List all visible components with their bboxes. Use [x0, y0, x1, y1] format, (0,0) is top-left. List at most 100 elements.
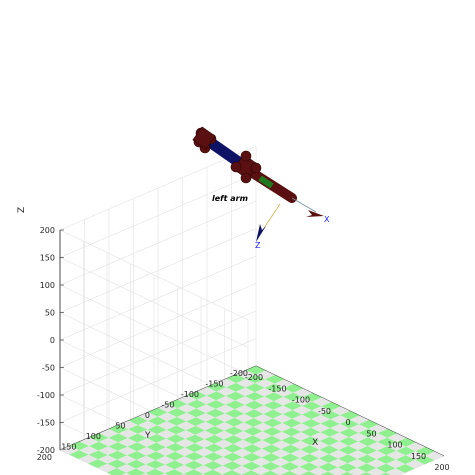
- floor-tile: [197, 387, 217, 396]
- floor-tile: [274, 388, 294, 397]
- floor-tile: [253, 414, 273, 423]
- floor-tile: [185, 434, 205, 444]
- floor-tile: [175, 438, 195, 448]
- floor-tile: [261, 444, 281, 454]
- z-tick-label: -100: [37, 391, 55, 400]
- floor-tile: [147, 416, 167, 426]
- floor-tile: [234, 413, 254, 423]
- floor-tile: [206, 400, 226, 409]
- x-axis-label: X: [312, 438, 318, 448]
- floor-tile: [214, 430, 234, 440]
- gripper: [258, 175, 274, 189]
- floor-tile: [203, 461, 223, 470]
- floor-tile: [109, 424, 129, 434]
- floor-tile: [252, 431, 272, 441]
- floor-tile: [184, 460, 204, 470]
- frame-z-label: Z: [255, 241, 261, 250]
- floor-tile: [262, 435, 282, 445]
- floor-tile: [281, 444, 301, 454]
- floor-tile: [272, 423, 292, 432]
- frame-x-arrow: [306, 210, 324, 217]
- floor-tile: [118, 429, 138, 438]
- floor-tile: [300, 445, 320, 454]
- floor-tile: [245, 392, 265, 401]
- floor-tile: [348, 441, 368, 451]
- floor-tile: [312, 397, 332, 407]
- floor-tile: [347, 459, 367, 468]
- floor-tile: [280, 462, 300, 471]
- floor-tile: [127, 451, 147, 460]
- floor-tile: [245, 374, 265, 384]
- floor-tile: [357, 454, 377, 464]
- floor-tile: [136, 455, 156, 465]
- floor-tile: [157, 412, 177, 422]
- floor-tile: [283, 384, 303, 393]
- floor-tile: [166, 425, 186, 435]
- floor-tile: [216, 387, 236, 396]
- floor-tile: [337, 463, 357, 472]
- joint-disc: [250, 162, 262, 174]
- floor-tile: [386, 459, 406, 469]
- floor-tile: [165, 451, 185, 461]
- floor-tile: [293, 388, 313, 398]
- floor-tile: [145, 460, 165, 469]
- floor-tile: [225, 409, 245, 418]
- floor-tile: [235, 387, 255, 397]
- floor-tile: [176, 412, 196, 422]
- floor-tile: [290, 449, 310, 459]
- floor-tile: [236, 378, 256, 388]
- floor-tile: [396, 446, 416, 456]
- floor-tile: [377, 437, 397, 447]
- floor-tile: [347, 467, 367, 475]
- z-axis-label: Z: [17, 207, 27, 213]
- floor-tile: [245, 383, 265, 393]
- floor-tile: [311, 406, 331, 415]
- y-tick-label: 0: [145, 411, 150, 420]
- x-tick-label: 100: [387, 441, 402, 450]
- x-tick-label: -50: [318, 407, 331, 416]
- floor-tile: [117, 446, 137, 456]
- floor-tile: [118, 420, 138, 430]
- floor-tile: [165, 443, 185, 452]
- floor-tile: [338, 454, 358, 464]
- floor-tile: [405, 451, 425, 460]
- floor-tile: [223, 444, 243, 453]
- floor-tile: [157, 421, 177, 430]
- floor-tile: [116, 464, 136, 473]
- floor-tile: [339, 471, 354, 475]
- floor-tile: [386, 442, 406, 451]
- floor-tile: [272, 431, 292, 441]
- floor-tile: [147, 425, 167, 435]
- floor-tile: [224, 426, 244, 436]
- floor-tile: [272, 414, 292, 423]
- floor-tile: [196, 404, 216, 414]
- floor-tile: [205, 408, 225, 418]
- floor-tile: [274, 379, 294, 389]
- floor-tile: [252, 448, 272, 458]
- floor-tile: [128, 425, 148, 434]
- floor-tile: [406, 442, 426, 452]
- floor-tile: [254, 405, 274, 414]
- floor-tile: [339, 428, 359, 438]
- y-tick-label: 200: [37, 453, 52, 462]
- floor-tile: [320, 471, 336, 475]
- floor-tile: [319, 445, 339, 455]
- floor-tile: [107, 459, 127, 469]
- floor-tile: [281, 436, 301, 445]
- floor-tile: [289, 466, 309, 475]
- floor-tile: [386, 450, 406, 460]
- floor-tile: [300, 471, 317, 475]
- floor-tile: [212, 465, 232, 475]
- floor-tile: [226, 374, 246, 384]
- grid-line: [59, 284, 249, 376]
- floor-tile: [302, 401, 322, 411]
- grid-line: [398, 455, 445, 475]
- floor-tile: [329, 432, 349, 442]
- floor-tile: [339, 419, 359, 429]
- floor-tile: [263, 401, 283, 410]
- floor-tile: [376, 463, 396, 473]
- floor-tile: [320, 419, 340, 429]
- floor-tile: [126, 468, 146, 475]
- floor-tile: [214, 422, 234, 431]
